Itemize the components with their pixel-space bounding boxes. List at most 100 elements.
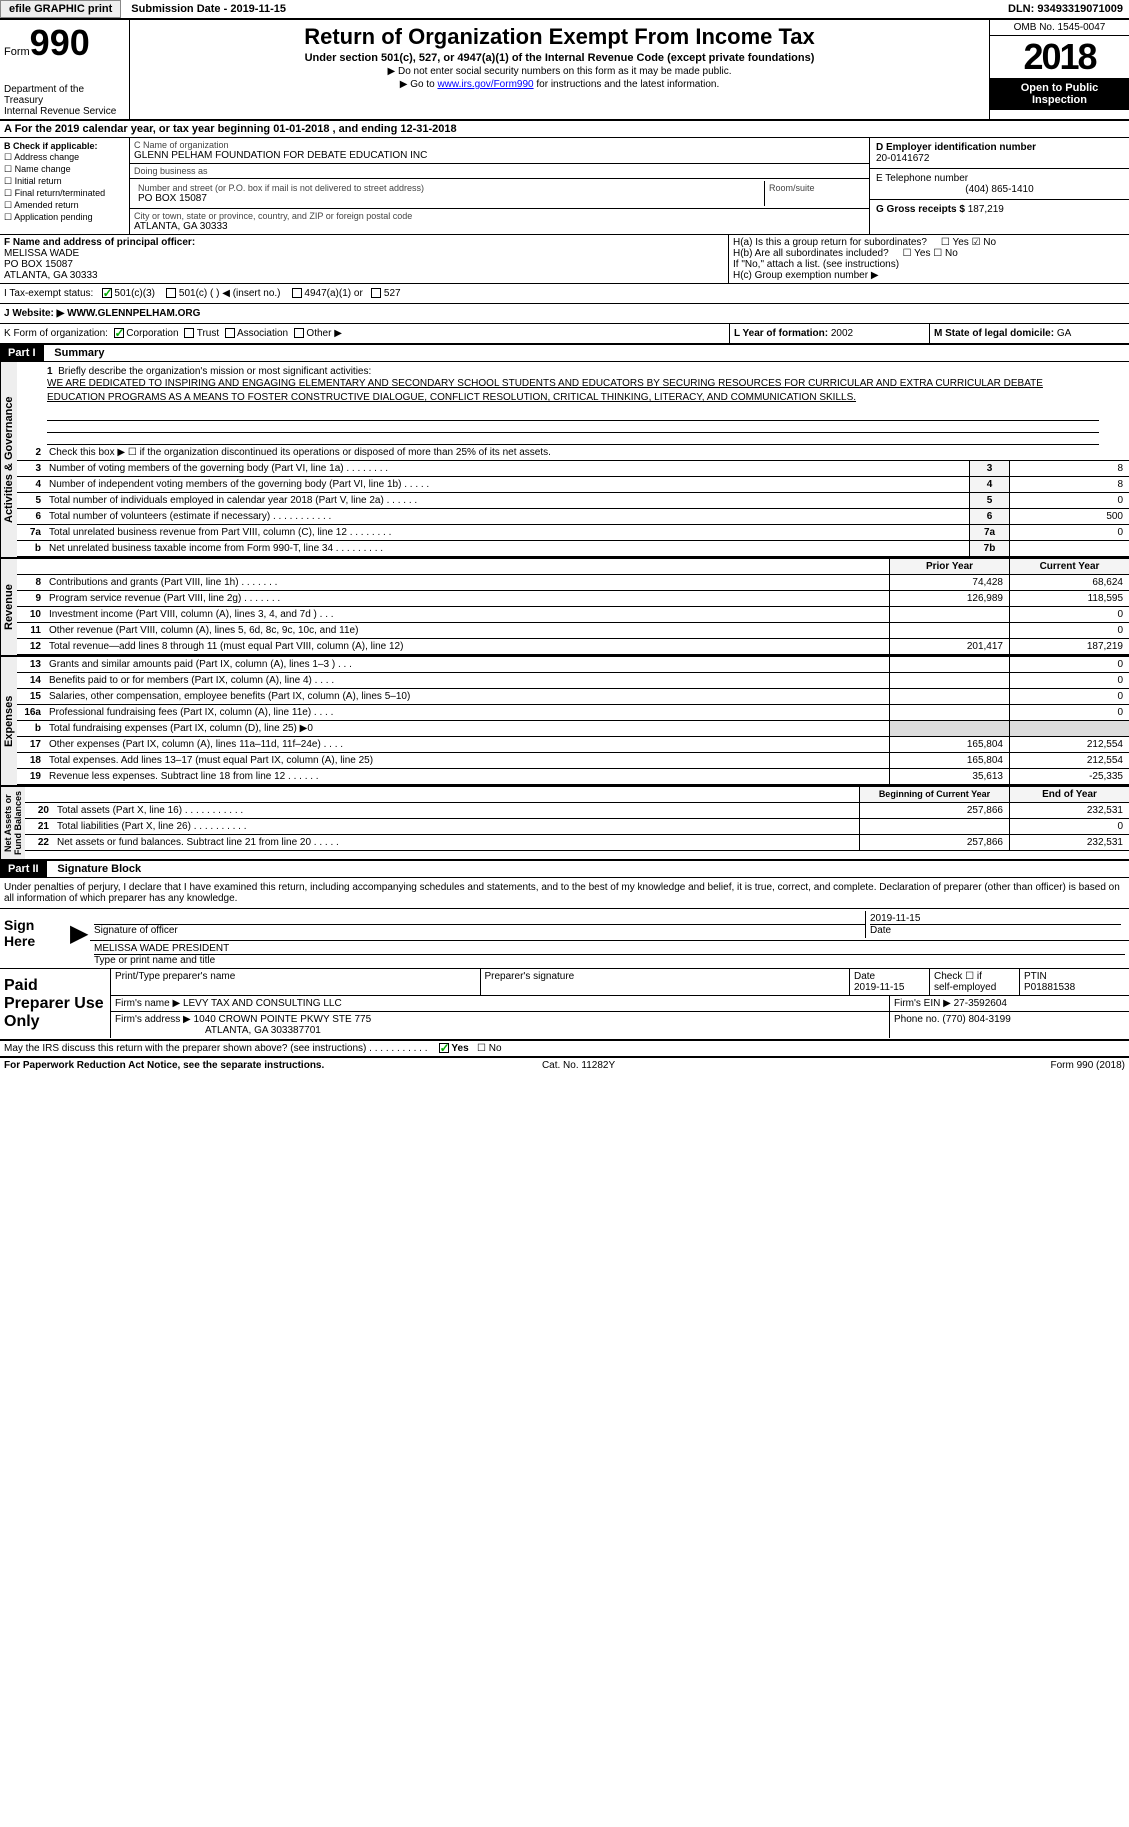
c-city-val: ATLANTA, GA 30333 xyxy=(134,221,865,232)
sig-date-label: Date xyxy=(870,925,1121,936)
discuss-no[interactable]: ☐ No xyxy=(477,1043,502,1054)
ha-no[interactable]: ☑ No xyxy=(972,237,997,248)
b-header: B Check if applicable: xyxy=(4,141,125,151)
firm-addr-label: Firm's address ▶ xyxy=(115,1014,194,1025)
form-number: 990 xyxy=(30,22,90,63)
line-num: 12 xyxy=(17,639,45,654)
hb-note: If "No," attach a list. (see instruction… xyxy=(733,259,1125,270)
j-val: WWW.GLENNPELHAM.ORG xyxy=(67,308,200,319)
chk-501c[interactable] xyxy=(166,288,176,298)
lbl-527: 527 xyxy=(384,288,401,299)
firm-addr1: 1040 CROWN POINTE PKWY STE 775 xyxy=(194,1014,372,1025)
e-label: E Telephone number xyxy=(876,173,1123,184)
prior-year-val: 201,417 xyxy=(889,639,1009,654)
efile-print-button[interactable]: efile GRAPHIC print xyxy=(0,0,121,18)
chk-other[interactable] xyxy=(294,328,304,338)
gov-line: 7a Total unrelated business revenue from… xyxy=(17,525,1129,541)
data-line: 11 Other revenue (Part VIII, column (A),… xyxy=(17,623,1129,639)
data-line: 12 Total revenue—add lines 8 through 11 … xyxy=(17,639,1129,655)
line-val: 0 xyxy=(1009,525,1129,540)
discuss-yes-chk[interactable] xyxy=(439,1043,449,1053)
current-year-val: -25,335 xyxy=(1009,769,1129,784)
ptin-label: PTIN xyxy=(1024,971,1047,982)
b-opt-amended[interactable]: ☐ Amended return xyxy=(4,200,125,211)
line-text: Benefits paid to or for members (Part IX… xyxy=(45,673,889,688)
discuss-yes-lbl: Yes xyxy=(451,1043,468,1054)
section-b: B Check if applicable: ☐ Address change … xyxy=(0,138,130,234)
k-l-m-row: K Form of organization: Corporation Trus… xyxy=(0,324,1129,345)
line-text: Total number of volunteers (estimate if … xyxy=(45,509,969,524)
ha-yes[interactable]: ☐ Yes xyxy=(941,237,969,248)
line-text: Total assets (Part X, line 16) . . . . .… xyxy=(53,803,859,818)
prior-year-val xyxy=(889,689,1009,704)
chk-527[interactable] xyxy=(371,288,381,298)
sig-name-val: MELISSA WADE PRESIDENT xyxy=(94,943,1125,955)
chk-501c3[interactable] xyxy=(102,288,112,298)
tax-status-row: I Tax-exempt status: 501(c)(3) 501(c) ( … xyxy=(0,284,1129,304)
gov-line: 6 Total number of volunteers (estimate i… xyxy=(17,509,1129,525)
note-ssn: ▶ Do not enter social security numbers o… xyxy=(134,66,985,77)
line-text: Total expenses. Add lines 13–17 (must eq… xyxy=(45,753,889,768)
line-num: b xyxy=(17,541,45,556)
firm-ein-label: Firm's EIN ▶ xyxy=(894,998,954,1009)
prior-year-val xyxy=(889,705,1009,720)
part1-header: Part I Summary xyxy=(0,345,1129,362)
mission-text: WE ARE DEDICATED TO INSPIRING AND ENGAGI… xyxy=(47,378,1043,403)
irs-link[interactable]: www.irs.gov/Form990 xyxy=(437,79,533,90)
chk-trust[interactable] xyxy=(184,328,194,338)
blank-line xyxy=(47,433,1099,445)
current-year-val: 0 xyxy=(1009,819,1129,834)
prior-year-val xyxy=(889,657,1009,672)
line-val: 500 xyxy=(1009,509,1129,524)
footer-form: Form 990 (2018) xyxy=(1050,1060,1124,1071)
line-text: Professional fundraising fees (Part IX, … xyxy=(45,705,889,720)
paid-preparer-block: Paid Preparer Use Only Print/Type prepar… xyxy=(0,969,1129,1041)
b-opt-pending[interactable]: ☐ Application pending xyxy=(4,212,125,223)
prep-date-val: 2019-11-15 xyxy=(854,982,904,993)
firm-phone-val: (770) 804-3199 xyxy=(942,1014,1010,1025)
sig-name-label: Type or print name and title xyxy=(94,955,1125,966)
section-c: C Name of organizationGLENN PELHAM FOUND… xyxy=(130,138,869,234)
lbl-other: Other ▶ xyxy=(306,328,341,339)
begin-year-hdr: Beginning of Current Year xyxy=(859,787,1009,802)
prior-year-val xyxy=(859,819,1009,834)
line-text: Other revenue (Part VIII, column (A), li… xyxy=(45,623,889,638)
paid-prep-label: Paid Preparer Use Only xyxy=(0,969,110,1039)
line-num: 7a xyxy=(17,525,45,540)
mission-num: 1 xyxy=(47,366,53,377)
prior-year-val: 126,989 xyxy=(889,591,1009,606)
b-opt-name[interactable]: ☐ Name change xyxy=(4,164,125,175)
data-line: b Total fundraising expenses (Part IX, c… xyxy=(17,721,1129,737)
rev-header-row: Prior Year Current Year xyxy=(17,559,1129,575)
prep-self-lbl: self-employed xyxy=(934,982,996,993)
website-row: J Website: ▶ WWW.GLENNPELHAM.ORG xyxy=(0,304,1129,324)
prep-self-chk[interactable]: Check ☐ if xyxy=(934,971,982,982)
prior-year-val: 257,866 xyxy=(859,803,1009,818)
data-line: 20 Total assets (Part X, line 16) . . . … xyxy=(25,803,1129,819)
b-opt-address[interactable]: ☐ Address change xyxy=(4,152,125,163)
data-line: 16a Professional fundraising fees (Part … xyxy=(17,705,1129,721)
section-b-c-d: B Check if applicable: ☐ Address change … xyxy=(0,138,1129,235)
blank-line xyxy=(47,409,1099,421)
hb-yes[interactable]: ☐ Yes xyxy=(903,248,931,259)
current-year-val: 212,554 xyxy=(1009,737,1129,752)
chk-assoc[interactable] xyxy=(225,328,235,338)
line-num: 20 xyxy=(25,803,53,818)
line-text: Number of voting members of the governin… xyxy=(45,461,969,476)
b-opt-initial[interactable]: ☐ Initial return xyxy=(4,176,125,187)
chk-corp[interactable] xyxy=(114,328,124,338)
chk-4947[interactable] xyxy=(292,288,302,298)
k-form-org: K Form of organization: Corporation Trus… xyxy=(0,324,729,343)
line-text: Total liabilities (Part X, line 26) . . … xyxy=(53,819,859,834)
line-text: Net assets or fund balances. Subtract li… xyxy=(53,835,859,850)
hb-no[interactable]: ☐ No xyxy=(933,248,958,259)
section-net-assets: Net Assets or Fund Balances Beginning of… xyxy=(0,787,1129,861)
b-opt-final[interactable]: ☐ Final return/terminated xyxy=(4,188,125,199)
current-year-val: 232,531 xyxy=(1009,803,1129,818)
section-expenses: Expenses 13 Grants and similar amounts p… xyxy=(0,657,1129,787)
line-text: Program service revenue (Part VIII, line… xyxy=(45,591,889,606)
form-subtitle: Under section 501(c), 527, or 4947(a)(1)… xyxy=(134,52,985,64)
g-val: 187,219 xyxy=(968,204,1004,215)
section-governance: Activities & Governance 1 Briefly descri… xyxy=(0,362,1129,559)
current-year-val: 118,595 xyxy=(1009,591,1129,606)
